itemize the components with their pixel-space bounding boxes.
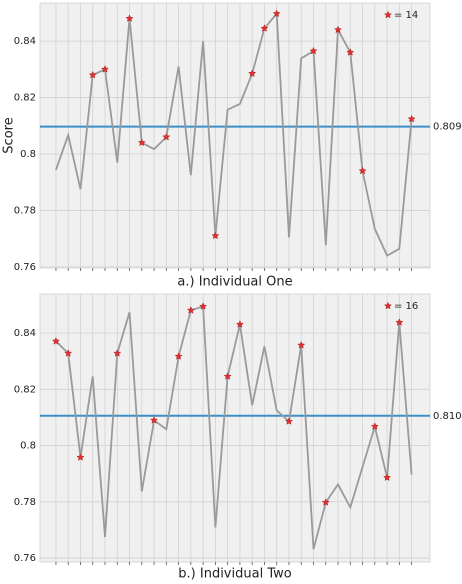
star-marker <box>51 336 61 345</box>
star-marker <box>370 422 379 430</box>
star-marker <box>248 69 257 78</box>
y-axis-label: Score <box>2 117 17 153</box>
star-marker <box>125 14 134 22</box>
star-marker <box>284 417 294 425</box>
star-marker <box>260 24 269 32</box>
y-tick-label: 0.84 <box>14 328 36 339</box>
star-marker <box>100 65 110 73</box>
star-marker <box>383 473 392 482</box>
y-tick-label: 0.82 <box>14 93 36 104</box>
plot-area <box>39 293 431 563</box>
star-marker <box>149 416 159 424</box>
plot-area <box>39 2 431 269</box>
x-axis-label: b.) Individual Two <box>178 567 291 581</box>
star-marker <box>358 166 367 175</box>
star-marker <box>64 349 73 357</box>
star-marker <box>113 349 122 357</box>
y-tick-label: 0.82 <box>14 384 36 395</box>
star-marker <box>76 453 85 461</box>
legend-label: = 14 <box>394 10 418 21</box>
reference-label: 0.8097 <box>433 122 462 133</box>
star-marker <box>88 70 97 79</box>
star-marker <box>333 25 343 34</box>
y-tick-label: 0.76 <box>14 262 36 273</box>
star-marker <box>174 352 183 360</box>
y-tick-label: 0.78 <box>14 497 36 508</box>
score-line <box>55 11 413 257</box>
y-tick-label: 0.78 <box>14 205 36 216</box>
star-marker <box>199 302 208 310</box>
star-marker <box>407 114 416 123</box>
star-marker <box>309 46 318 55</box>
star-marker <box>186 306 195 314</box>
reference-label: 0.8106 <box>433 411 462 422</box>
y-tick-label: 0.8 <box>20 441 36 452</box>
y-tick-label: 0.76 <box>14 553 36 564</box>
star-marker <box>272 9 281 18</box>
star-marker <box>162 132 171 141</box>
star-marker <box>297 340 306 349</box>
legend-marker <box>383 10 393 19</box>
legend-label: = 16 <box>394 301 418 312</box>
star-marker <box>395 318 404 326</box>
star-marker <box>211 231 220 240</box>
legend-marker <box>383 301 393 310</box>
star-marker <box>235 320 244 328</box>
x-axis-label: a.) Individual One <box>177 275 292 290</box>
y-tick-label: 0.8 <box>20 149 36 160</box>
star-marker <box>137 138 146 147</box>
star-marker <box>346 48 355 56</box>
star-marker <box>321 498 330 506</box>
y-tick-label: 0.84 <box>14 36 36 47</box>
star-marker <box>223 372 232 380</box>
